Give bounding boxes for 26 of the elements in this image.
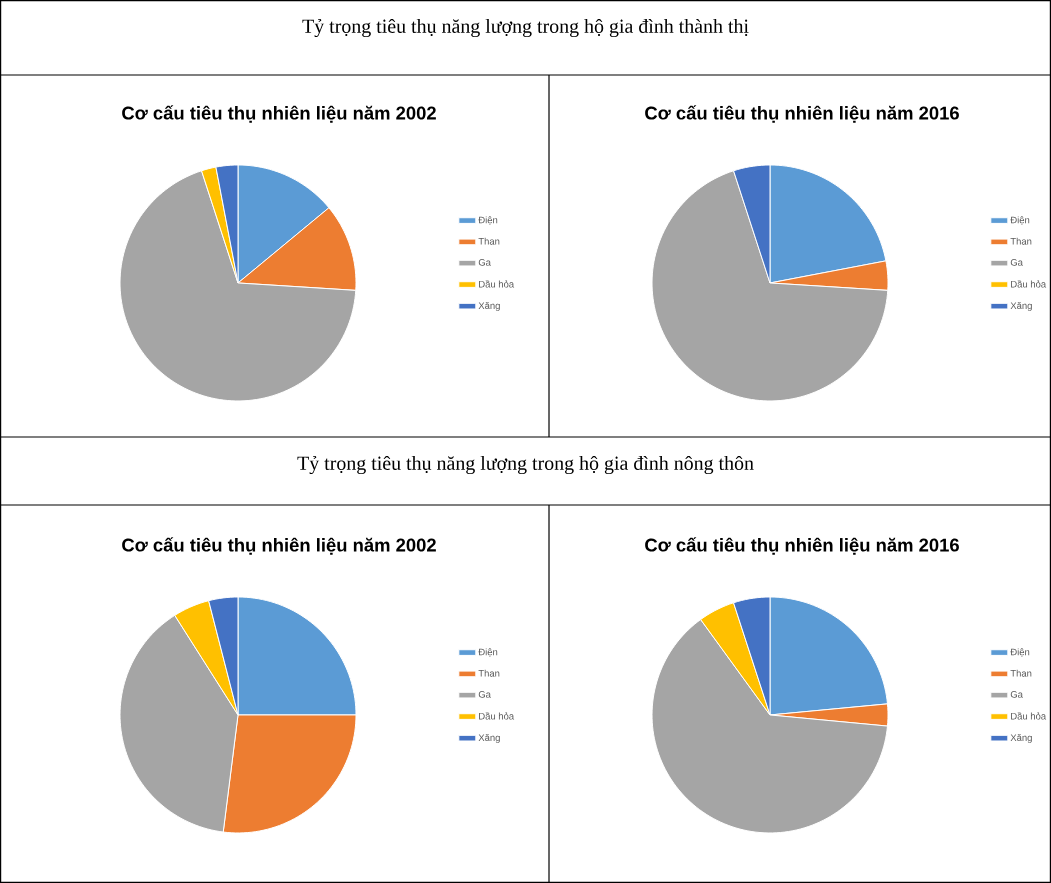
legend-label: Điện (1010, 216, 1030, 225)
legend-label: Xăng (478, 733, 500, 743)
legend-label: Ga (478, 259, 491, 266)
legend-label: Điện (478, 216, 498, 225)
legend-label: Than (478, 669, 500, 677)
legend-label: Dầu hỏa (479, 712, 515, 720)
legend-label: Dầu hỏa (1011, 280, 1047, 288)
legend-label: Dầu hỏa (1011, 712, 1047, 720)
chart-title: Cơ cấu tiêu thụ nhiên liệu năm 2016 (645, 537, 959, 555)
chart-title: Cơ cấu tiêu thụ nhiên liệu năm 2016 (645, 105, 959, 123)
legend-label: Ga (1010, 259, 1023, 266)
legend-label: Than (1010, 669, 1032, 677)
legend-label: Ga (1010, 691, 1023, 698)
legend-label: Than (1010, 237, 1032, 245)
legend-label: Xăng (1010, 301, 1032, 311)
legend-label: Dầu hỏa (479, 280, 515, 288)
legend-label: Điện (478, 648, 498, 657)
legend-label: Điện (1010, 648, 1030, 657)
chart-title: Cơ cấu tiêu thụ nhiên liệu năm 2002 (122, 537, 436, 555)
text: Tỷ trọng tiêu thụ năng lượng trong hộ gia đình thành thị (302, 18, 749, 38)
legend-label: Xăng (1010, 733, 1032, 743)
legend-label: Than (478, 237, 500, 245)
text: Tỷ trọng tiêu thụ năng lượng trong hộ gia đình nông thôn (297, 455, 754, 475)
legend-label: Xăng (478, 301, 500, 311)
legend-label: Ga (478, 691, 491, 698)
chart-title: Cơ cấu tiêu thụ nhiên liệu năm 2002 (122, 105, 436, 123)
